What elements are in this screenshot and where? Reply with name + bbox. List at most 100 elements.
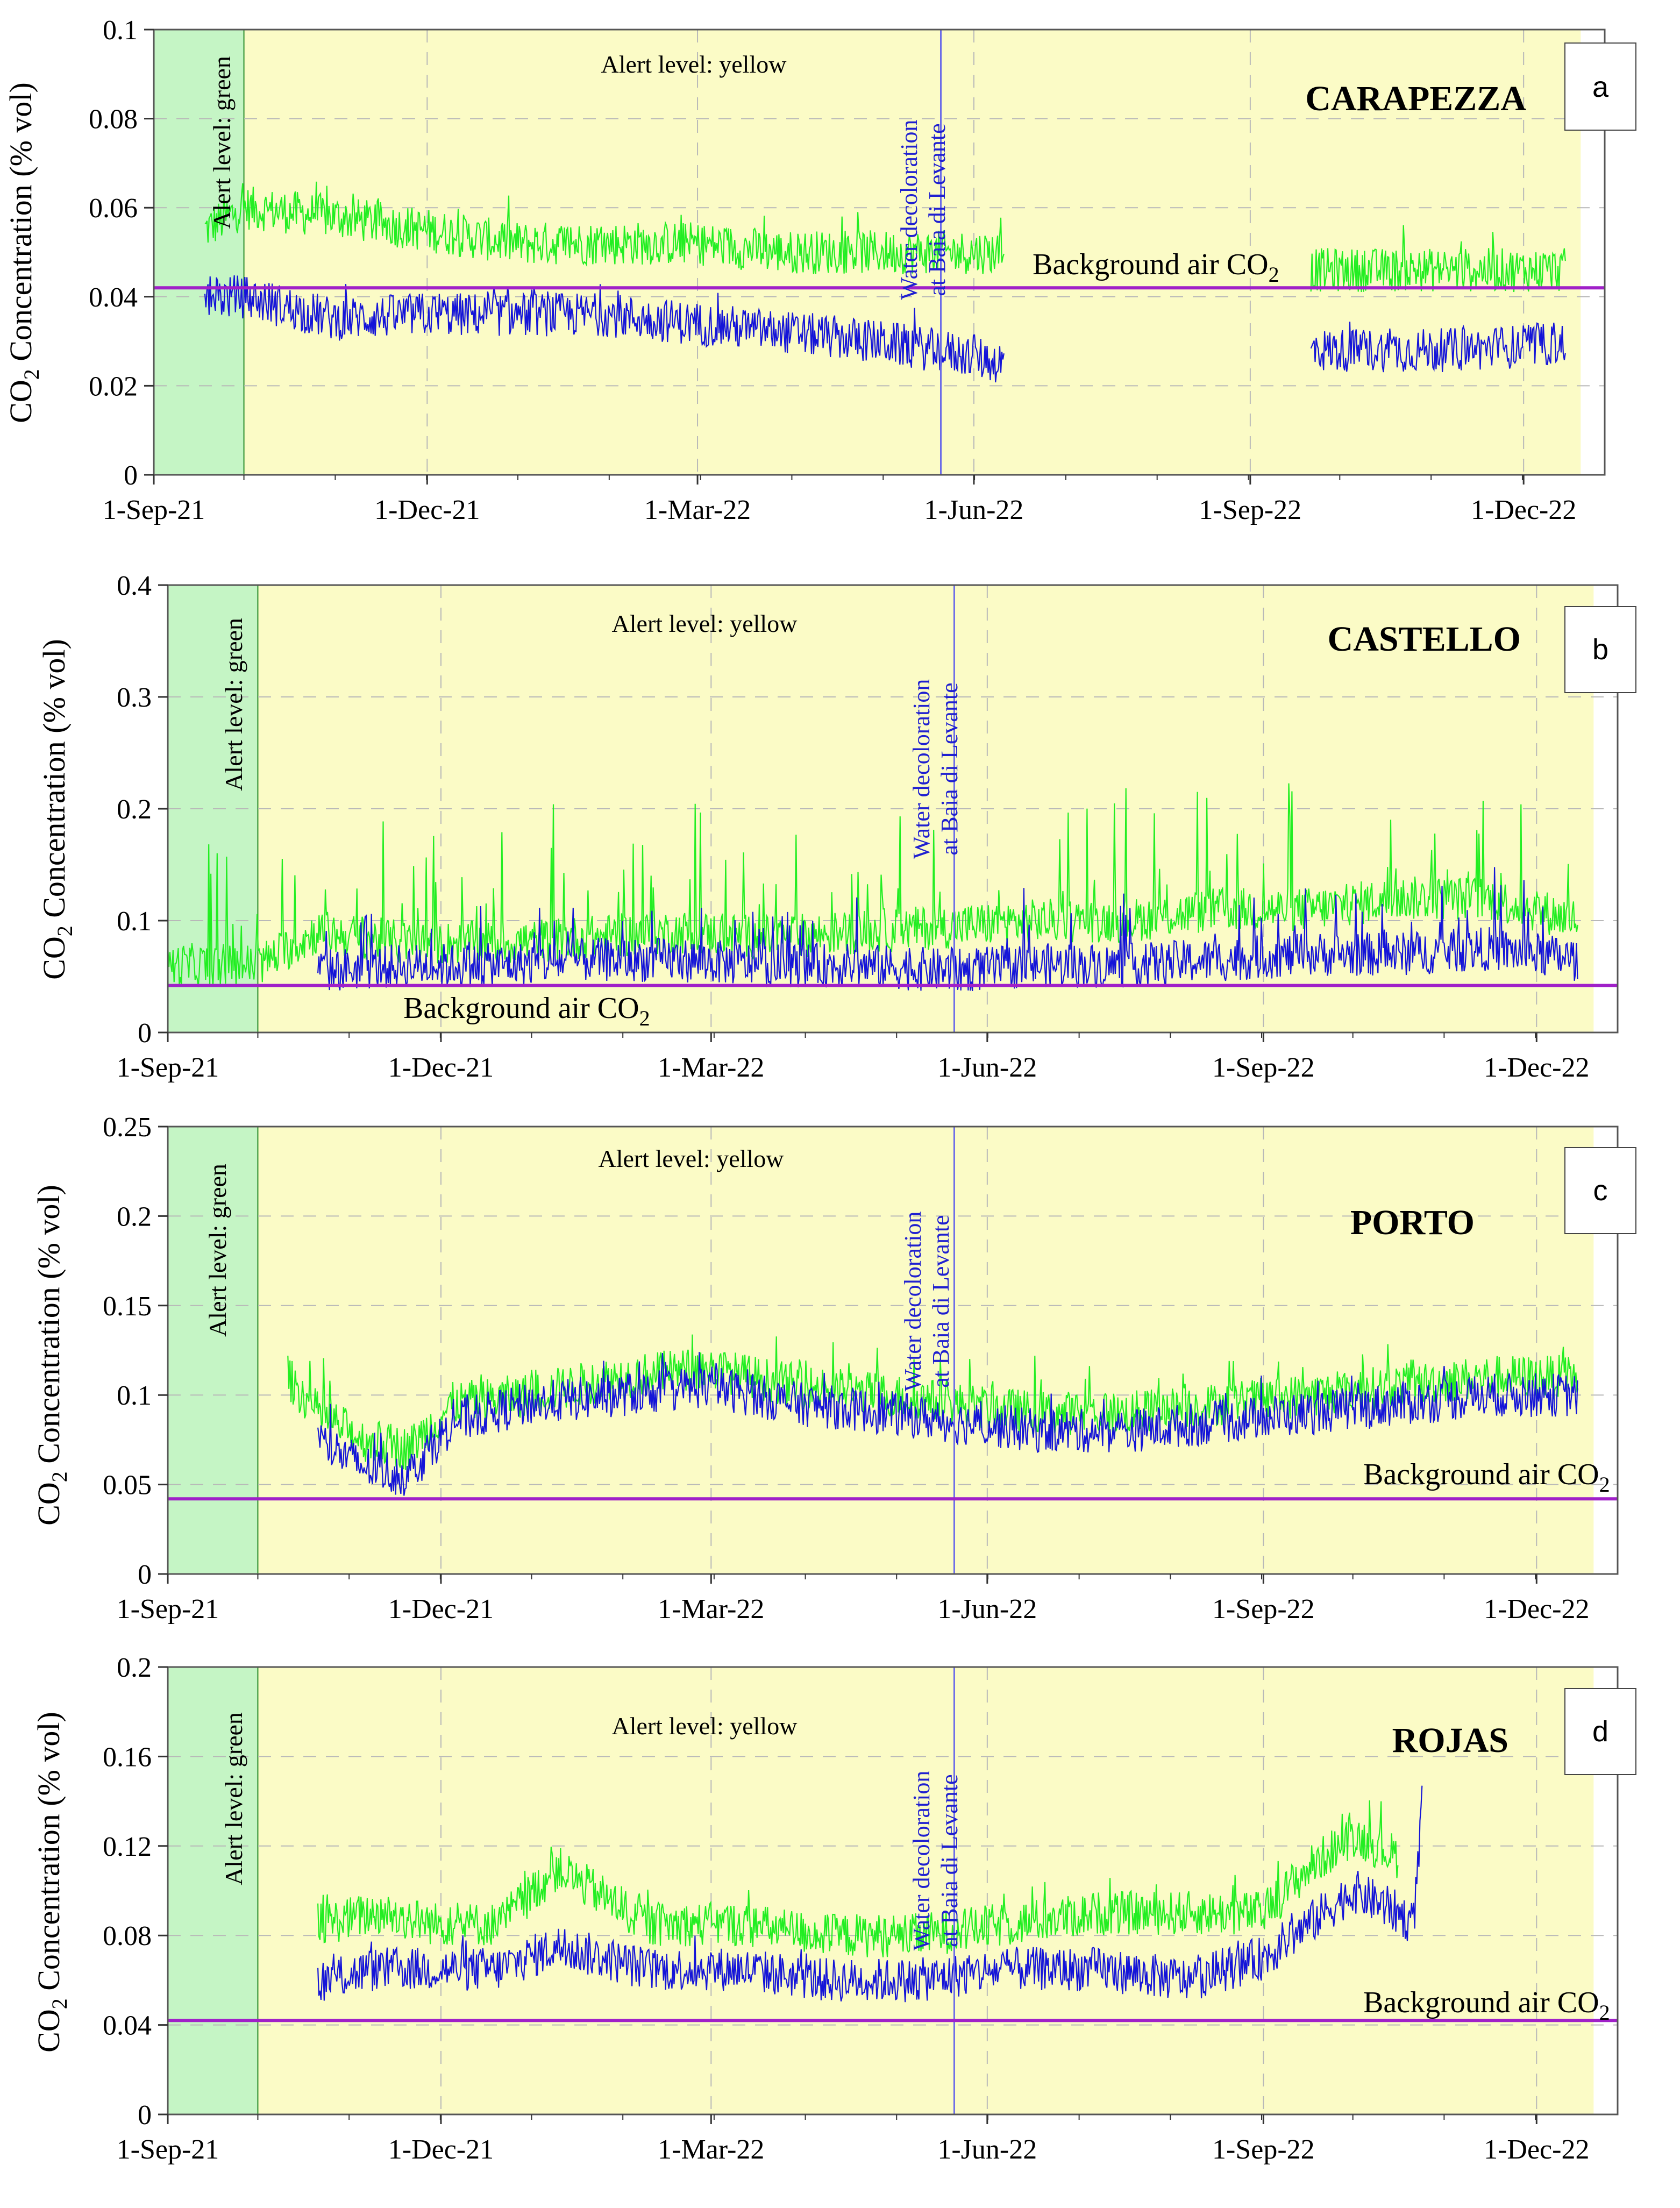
y-tick-label: 0.25 xyxy=(103,1112,152,1143)
series-minimum xyxy=(204,275,1566,383)
series-maximum-line xyxy=(287,1334,1579,1470)
y-tick-label: 0.3 xyxy=(117,682,152,713)
alert-yellow-zone xyxy=(244,30,1581,475)
y-tick-label: 0.04 xyxy=(89,282,138,313)
x-tick-label: 1-Dec-21 xyxy=(388,2134,494,2165)
x-tick-label: 1-Dec-21 xyxy=(374,495,480,525)
background-co2-label: Background air CO2 xyxy=(403,992,650,1030)
y-tick-label: 0.12 xyxy=(103,1832,152,1862)
alert-yellow-label: Alert level: yellow xyxy=(601,51,787,78)
x-tick-label: 1-Dec-21 xyxy=(388,1052,494,1083)
y-axis-label: CO2 Concentration (% vol) xyxy=(3,82,44,423)
plot-frame xyxy=(167,1126,1619,1575)
alert-yellow-label: Alert level: yellow xyxy=(612,610,798,637)
event-label-line2: at Baia di Levante xyxy=(928,1215,954,1387)
station-name: CARAPEZZA xyxy=(1305,79,1526,118)
y-tick-label: 0.2 xyxy=(117,1653,152,1683)
alert-green-label: Alert level: green xyxy=(220,1712,247,1885)
series-minimum-line xyxy=(204,275,1566,383)
event-label-line2: at Baia di Levante xyxy=(936,1774,963,1947)
panel-castello: 00.10.20.30.4 1-Sep-21 1-Dec-21 1-Mar-22 1-… xyxy=(37,571,1636,1083)
alert-green-label: Alert level: green xyxy=(208,56,236,229)
y-tick-label: 0.05 xyxy=(103,1470,152,1501)
gridlines xyxy=(154,30,1605,475)
alert-yellow-label: Alert level: yellow xyxy=(612,1712,798,1740)
plot-frame xyxy=(167,1666,1619,2116)
panel-letter-box xyxy=(1564,1147,1636,1234)
series-maximum xyxy=(167,783,1578,987)
y-axis-ticks: 0 0.1 0.2 0.3 0.4 xyxy=(117,571,168,1049)
y-tick-label: 0.1 xyxy=(117,906,152,937)
y-tick-label: 0.02 xyxy=(89,371,138,402)
x-axis-ticks: 1-Sep-21 1-Dec-21 1-Mar-22 1-Jun-22 1-Sep-22… xyxy=(117,1574,1589,1625)
x-axis-ticks: 1-Sep-21 1-Dec-21 1-Mar-22 1-Jun-22 1-Sep-22… xyxy=(103,475,1576,525)
y-axis-ticks: 0 0.05 0.1 0.15 0.2 0.25 xyxy=(103,1112,168,1590)
x-tick-label: 1-Dec-22 xyxy=(1484,1052,1589,1083)
y-axis-label: CO2 Concentration (% vol) xyxy=(37,639,77,980)
series-maximum xyxy=(204,181,1566,293)
alert-green-label: Alert level: green xyxy=(220,618,247,791)
x-tick-label: 1-Dec-22 xyxy=(1471,495,1576,525)
series-maximum-line xyxy=(167,783,1578,987)
panel-rojas: 0 0.04 0.08 0.12 0.16 0.2 1-Sep-21 1-Dec-21 1-M… xyxy=(31,1653,1636,2165)
x-tick-label: 1-Jun-22 xyxy=(924,495,1024,525)
panel-letter: b xyxy=(1592,633,1608,666)
alert-green-zone xyxy=(153,29,245,475)
series-minimum-line xyxy=(317,1352,1578,1496)
series-maximum xyxy=(317,1800,1399,1957)
x-tick-label: 1-Sep-21 xyxy=(117,1594,219,1625)
y-tick-label: 0.08 xyxy=(103,1921,152,1951)
x-axis-ticks: 1-Sep-21 1-Dec-21 1-Mar-22 1-Jun-22 1-Sep-22… xyxy=(117,2114,1589,2165)
x-tick-label: 1-Mar-22 xyxy=(658,1052,764,1083)
series-minimum xyxy=(317,1785,1423,2003)
x-tick-label: 1-Sep-21 xyxy=(117,2134,219,2165)
x-tick-label: 1-Dec-21 xyxy=(388,1594,494,1625)
y-tick-label: 0 xyxy=(124,460,138,491)
y-tick-label: 0.1 xyxy=(117,1380,152,1411)
panel-letter-box xyxy=(1564,1688,1636,1775)
y-tick-label: 0 xyxy=(138,2100,152,2131)
y-axis-ticks: 0 0.04 0.08 0.12 0.16 0.2 xyxy=(103,1653,168,2131)
background-co2-label: Background air CO2 xyxy=(1363,1458,1610,1497)
y-axis-label: CO2 Concentration (% vol) xyxy=(31,1712,72,2053)
x-tick-label: 1-Sep-22 xyxy=(1199,495,1302,525)
panel-carapezza: 0 0.02 0.04 0.06 0.08 0.1 1-Sep-21 1-Dec-21 1-M… xyxy=(3,15,1636,525)
x-tick-label: 1-Mar-22 xyxy=(644,495,751,525)
series-minimum-line xyxy=(317,1785,1423,2003)
x-tick-label: 1-Jun-22 xyxy=(937,1594,1037,1625)
series-maximum-line xyxy=(204,181,1566,293)
station-name: CASTELLO xyxy=(1328,619,1521,659)
panel-porto: 0 0.05 0.1 0.15 0.2 0.25 1-Sep-21 1-Dec-21 1-Ma… xyxy=(31,1112,1636,1625)
y-tick-label: 0.15 xyxy=(103,1291,152,1322)
x-tick-label: 1-Jun-22 xyxy=(937,2134,1037,2165)
x-tick-label: 1-Dec-22 xyxy=(1484,2134,1589,2165)
y-tick-label: 0.16 xyxy=(103,1742,152,1772)
x-tick-label: 1-Sep-22 xyxy=(1212,1594,1315,1625)
x-tick-label: 1-Jun-22 xyxy=(937,1052,1037,1083)
background-co2-label: Background air CO2 xyxy=(1033,248,1279,287)
x-tick-label: 1-Dec-22 xyxy=(1484,1594,1589,1625)
y-tick-label: 0.04 xyxy=(103,2011,152,2041)
y-axis-ticks: 0 0.02 0.04 0.06 0.08 0.1 xyxy=(89,15,154,491)
station-name: ROJAS xyxy=(1392,1721,1508,1760)
y-tick-label: 0.08 xyxy=(89,104,138,135)
plot-frame xyxy=(153,29,1606,476)
x-axis-ticks: 1-Sep-21 1-Dec-21 1-Mar-22 1-Jun-22 1-Sep-22… xyxy=(117,1032,1589,1083)
y-tick-label: 0 xyxy=(138,1559,152,1590)
series-maximum xyxy=(287,1334,1579,1470)
x-tick-label: 1-Mar-22 xyxy=(658,1594,764,1625)
x-tick-label: 1-Sep-21 xyxy=(117,1052,219,1083)
series-maximum-line xyxy=(317,1800,1399,1957)
x-tick-label: 1-Sep-22 xyxy=(1212,1052,1315,1083)
y-tick-label: 0.2 xyxy=(117,1201,152,1232)
y-tick-label: 0.06 xyxy=(89,193,138,224)
event-label-line2: at Baia di Levante xyxy=(924,123,950,296)
panel-letter-box xyxy=(1564,42,1636,131)
event-label-line1: Water decoloration xyxy=(908,1771,935,1951)
panel-letter: c xyxy=(1593,1174,1608,1207)
event-label-line1: Water decoloration xyxy=(896,120,922,300)
series-minimum xyxy=(317,867,1578,992)
y-tick-label: 0.4 xyxy=(117,571,152,601)
x-tick-label: 1-Sep-22 xyxy=(1212,2134,1315,2165)
